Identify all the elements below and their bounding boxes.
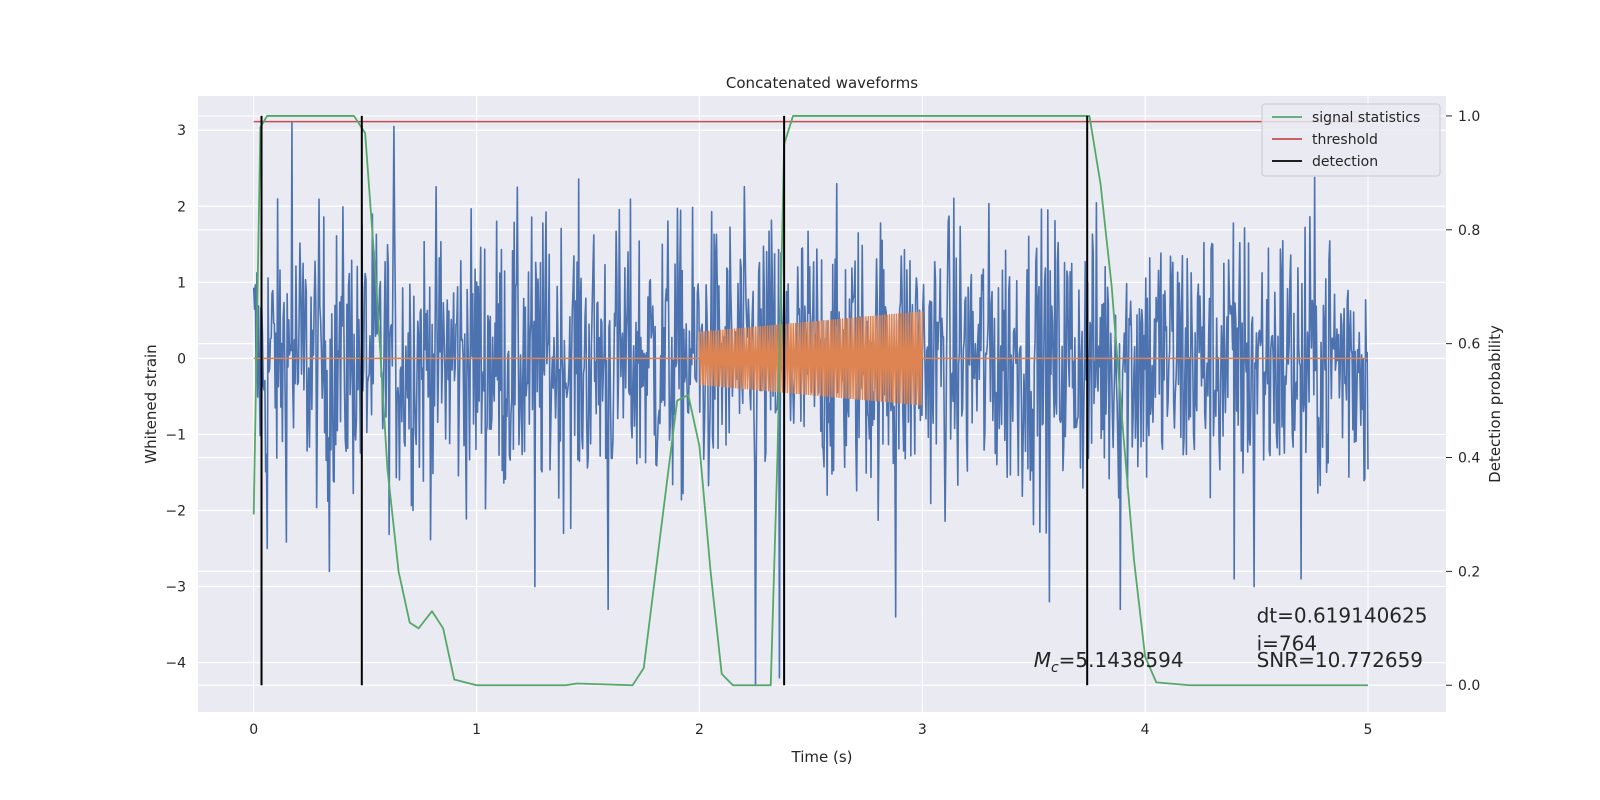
legend-label: threshold [1312,132,1378,148]
x-tick-label: 4 [1141,722,1150,738]
y-tick-label: −4 [165,656,186,672]
x-axis-label: Time (s) [791,748,853,766]
x-tick-label: 3 [918,722,927,738]
y2-tick-label: 0.2 [1458,564,1480,580]
legend-box [1261,103,1441,177]
y-tick-label: −3 [165,580,186,596]
x-tick-label: 5 [1364,722,1373,738]
y-tick-label: 3 [177,123,186,139]
legend-label: signal statistics [1312,110,1420,126]
annotations: dt=0.619140625 i=764 Mc=5.1438594 SNR=10.7… [1034,604,1428,676]
annotation-text: Mc=5.1438594 [1034,648,1184,676]
annotation-text: dt=0.619140625 [1257,604,1428,628]
y2-tick-label: 1.0 [1458,109,1480,125]
y-tick-label: 1 [177,275,186,291]
plot-area [252,115,1369,687]
ticks: 0 1 2 3 4 5 3 2 1 0 −1 −2 −3 −4 1.0 0.8 0.6 0.4 0.2 0.0 [165,109,1480,738]
x-tick-label: 2 [695,722,704,738]
series-signal-statistics [252,115,1368,687]
y-tick-label: −1 [165,427,186,443]
annotation-text: SNR=10.772659 [1257,648,1423,672]
y2-axis-label: Detection probability [1486,325,1504,483]
y-axis-label: Whitened strain [142,344,160,463]
y2-tick-label: 0.0 [1458,678,1480,694]
legend-label: detection [1312,154,1378,170]
y-tick-label: 0 [177,351,186,367]
y-tick-label: −2 [165,503,186,519]
x-tick-label: 0 [249,722,258,738]
chart-title: Concatenated waveforms [726,74,918,92]
y-tick-label: 2 [177,199,186,215]
legend: signal statistics threshold detection [1261,103,1441,177]
annotation-text: i=764 [1257,632,1318,656]
series-injected-signal [253,311,1368,406]
y2-tick-label: 0.6 [1458,337,1480,353]
y2-tick-label: 0.8 [1458,223,1480,239]
x-tick-label: 1 [472,722,481,738]
y2-tick-label: 0.4 [1458,451,1480,467]
